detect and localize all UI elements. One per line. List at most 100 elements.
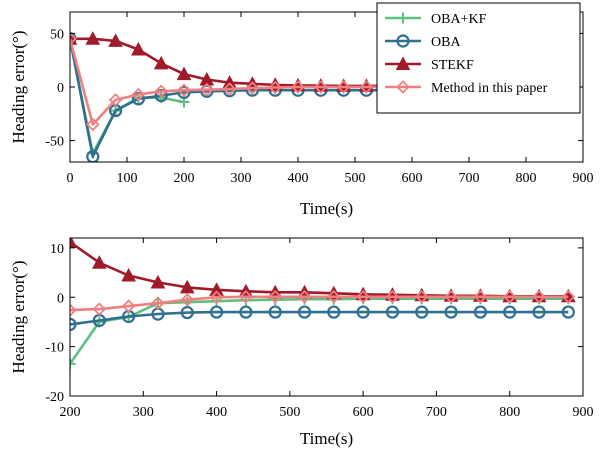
y-tick-label: 0 [57, 81, 64, 96]
data-point-2-18 [561, 305, 575, 319]
legend-label-2: OBA [431, 35, 461, 50]
series-line-2 [70, 310, 569, 326]
y-tick-label: 0 [57, 291, 64, 306]
legend-marker-3 [395, 56, 411, 70]
data-point-4-9 [297, 289, 312, 304]
data-point-2-11 [356, 305, 370, 319]
data-point-4-8 [268, 289, 282, 304]
data-point-3-2 [91, 255, 107, 269]
x-axis-label: Time(s) [300, 429, 353, 448]
x-tick-label: 800 [499, 405, 520, 420]
data-point-3-6 [209, 282, 224, 296]
axes-box [69, 237, 584, 397]
data-point-4-3 [108, 93, 123, 107]
data-point-4-1 [70, 303, 77, 317]
legend-box [376, 2, 581, 114]
data-point-4-7 [200, 82, 214, 97]
legend-marker-4 [396, 80, 410, 94]
data-point-2-9 [297, 305, 312, 319]
x-tick-label: 500 [279, 405, 300, 420]
data-point-4-4 [131, 87, 146, 102]
chart-2: 200 300 400 500 600 700 800 900 -20 -10 0 10 Time(s)… [9, 237, 594, 448]
x-tick-label: 300 [231, 171, 252, 186]
data-point-3-3 [121, 267, 136, 282]
data-point-2-6 [177, 85, 191, 99]
data-point-4-13 [336, 80, 351, 94]
data-point-4-12 [385, 289, 400, 304]
legend-marker-1 [397, 12, 409, 24]
data-point-2-2 [86, 150, 100, 162]
series-line-3 [70, 240, 569, 298]
legend: OBA+KF OBA STEKF Method in this paper [376, 2, 581, 114]
data-point-4-2 [92, 302, 107, 316]
x-tick-label: 900 [573, 405, 594, 420]
x-tick-label: 200 [60, 405, 81, 420]
data-point-4-11 [291, 80, 305, 94]
data-point-4-11 [356, 289, 370, 304]
data-point-3-5 [179, 279, 195, 294]
chart-1: 0 100 200 300 400 500 600 700 800 900 -50 0 50 Time(s… [9, 2, 594, 218]
data-point-4-5 [180, 292, 195, 307]
data-point-3-2 [85, 31, 101, 45]
data-point-4-7 [239, 289, 253, 304]
plot-area [70, 238, 576, 370]
x-tick-label: 800 [516, 171, 537, 186]
data-point-4-2 [86, 117, 100, 132]
x-tick-label: 100 [117, 171, 138, 186]
x-tick-label: 600 [402, 171, 423, 186]
data-point-2-15 [473, 305, 487, 319]
data-point-4-13 [414, 289, 429, 304]
data-point-2-12 [385, 305, 400, 319]
data-point-2-7 [239, 305, 253, 319]
legend-label-4: Method in this paper [431, 81, 548, 96]
data-point-1-1 [70, 358, 76, 370]
legend-marker-2 [396, 34, 410, 48]
y-tick-label: -20 [45, 390, 64, 405]
data-point-4-3 [121, 299, 136, 313]
data-point-3-1 [70, 238, 78, 248]
data-point-2-1 [70, 317, 77, 332]
data-point-4-18 [561, 289, 576, 304]
data-point-4-15 [473, 289, 488, 304]
data-point-3-5 [153, 55, 169, 70]
data-point-2-16 [503, 305, 517, 319]
data-point-4-4 [151, 296, 165, 310]
x-axis-label: Time(s) [300, 199, 353, 218]
data-point-4-1 [70, 32, 77, 46]
y-axis-label: Heading error(°) [9, 31, 28, 144]
data-point-4-5 [154, 84, 168, 99]
x-tick-label: 700 [426, 405, 447, 420]
legend-label-1: OBA+KF [431, 12, 487, 27]
data-point-4-17 [532, 289, 546, 304]
data-point-4-6 [177, 83, 191, 97]
data-point-2-8 [268, 305, 282, 319]
x-tick-label: 500 [345, 171, 366, 186]
series-line-1 [70, 297, 569, 365]
data-point-2-13 [415, 305, 429, 319]
y-tick-label: -10 [45, 341, 64, 356]
data-point-2-17 [532, 305, 546, 319]
data-point-4-10 [268, 80, 282, 95]
y-tick-label: -50 [45, 135, 64, 150]
y-tick-label: 10 [50, 242, 64, 257]
data-point-4-16 [502, 289, 517, 304]
x-tick-label: 300 [133, 405, 154, 420]
data-point-4-12 [314, 80, 328, 94]
y-axis-label: Heading error(°) [9, 261, 28, 374]
x-tick-label: 400 [288, 171, 309, 186]
data-point-2-6 [209, 305, 224, 319]
data-point-4-10 [327, 289, 341, 304]
x-tick-label: 900 [573, 171, 594, 186]
y-tick-label: 50 [50, 27, 64, 42]
data-point-2-5 [180, 305, 194, 320]
data-point-4-14 [359, 80, 374, 94]
data-point-4-14 [444, 289, 458, 304]
x-tick-label: 0 [67, 171, 74, 186]
data-point-4-9 [245, 81, 260, 95]
legend-label-3: STEKF [431, 58, 474, 73]
data-point-4-6 [209, 290, 224, 305]
data-point-3-4 [131, 41, 146, 56]
data-point-2-7 [200, 84, 214, 98]
x-tick-label: 700 [459, 171, 480, 186]
data-point-3-3 [108, 33, 123, 47]
